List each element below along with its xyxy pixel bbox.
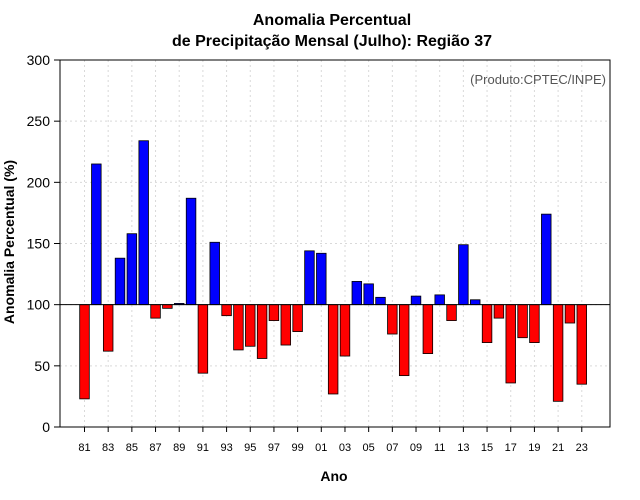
bar-21 xyxy=(552,304,564,402)
y-tick-label: 150 xyxy=(27,236,51,252)
y-tick-label: 250 xyxy=(27,113,51,129)
bar-09 xyxy=(410,295,422,306)
credit-text: (Produto:CPTEC/INPE) xyxy=(470,72,606,87)
x-tick-label: 01 xyxy=(315,442,327,454)
bar-07 xyxy=(387,304,398,335)
chart-title-line1: Anomalia Percentual xyxy=(253,12,411,29)
bar-95 xyxy=(245,304,256,347)
bar-04 xyxy=(351,281,363,306)
bar-88 xyxy=(162,304,173,309)
y-axis: 0 50 100 150 200 250 300 xyxy=(27,52,60,435)
bar-22 xyxy=(564,304,576,324)
bar-02 xyxy=(327,304,339,395)
x-tick-label: 85 xyxy=(126,442,138,454)
bar-23 xyxy=(576,304,587,385)
x-tick-label: 89 xyxy=(173,442,185,454)
x-tick-label: 95 xyxy=(244,442,256,454)
x-tick-label: 23 xyxy=(576,442,588,454)
y-tick-label: 100 xyxy=(27,297,51,313)
y-tick-label: 200 xyxy=(27,174,51,190)
x-tick-label: 03 xyxy=(339,442,351,454)
x-tick-label: 09 xyxy=(410,442,422,454)
bar-01 xyxy=(316,252,327,306)
x-tick-label: 83 xyxy=(102,442,114,454)
bar-16 xyxy=(493,304,505,319)
bar-87 xyxy=(150,304,161,319)
bar-19 xyxy=(529,304,540,343)
y-tick-label: 50 xyxy=(34,358,50,374)
bar-98 xyxy=(280,304,291,346)
x-axis: 81 83 85 87 89 91 93 95 97 99 01 03 05 07 09 11 13 15 17 19… xyxy=(78,427,588,454)
x-tick-label: 07 xyxy=(386,442,398,454)
bar-13 xyxy=(458,244,469,306)
x-tick-label: 19 xyxy=(528,442,540,454)
bar-03 xyxy=(339,304,351,357)
y-tick-label: 0 xyxy=(42,419,50,435)
y-axis-label: Anomalia Percentual (%) xyxy=(1,160,17,324)
bar-81 xyxy=(79,304,90,400)
bars-group xyxy=(79,140,587,402)
x-tick-label: 05 xyxy=(363,442,375,454)
x-tick-label: 21 xyxy=(552,442,564,454)
x-tick-label: 17 xyxy=(505,442,517,454)
bar-15 xyxy=(481,304,493,343)
bar-90 xyxy=(185,197,197,306)
bar-96 xyxy=(256,304,268,359)
bar-10 xyxy=(422,304,434,355)
bar-85 xyxy=(126,233,138,306)
bar-06 xyxy=(375,296,386,306)
bar-93 xyxy=(221,304,232,317)
bar-12 xyxy=(446,304,457,321)
x-tick-label: 15 xyxy=(481,442,493,454)
x-tick-label: 81 xyxy=(78,442,90,454)
bar-97 xyxy=(268,304,280,321)
bar-86 xyxy=(138,140,149,306)
bar-08 xyxy=(398,304,410,377)
bar-84 xyxy=(114,257,126,306)
y-tick-label: 300 xyxy=(27,52,51,68)
x-tick-label: 87 xyxy=(149,442,161,454)
bar-05 xyxy=(363,283,374,306)
x-tick-label: 11 xyxy=(434,442,445,454)
bar-91 xyxy=(197,304,209,374)
x-tick-label: 13 xyxy=(457,442,469,454)
bar-82 xyxy=(91,163,102,306)
x-tick-label: 91 xyxy=(197,442,209,454)
x-tick-label: 93 xyxy=(220,442,232,454)
bar-20 xyxy=(541,213,552,306)
bar-00 xyxy=(304,250,315,306)
bar-14 xyxy=(470,299,481,306)
x-tick-label: 99 xyxy=(291,442,303,454)
bar-18 xyxy=(517,304,528,339)
bar-83 xyxy=(102,304,114,352)
bar-92 xyxy=(209,241,220,306)
bar-94 xyxy=(233,304,244,351)
x-axis-label: Ano xyxy=(320,468,347,484)
grid-lines xyxy=(60,60,610,427)
bar-17 xyxy=(505,304,516,384)
x-tick-label: 97 xyxy=(268,442,280,454)
chart-title-line2: de Precipitação Mensal (Julho): Região 3… xyxy=(172,33,492,50)
bar-99 xyxy=(292,304,303,332)
bar-11 xyxy=(434,294,445,306)
